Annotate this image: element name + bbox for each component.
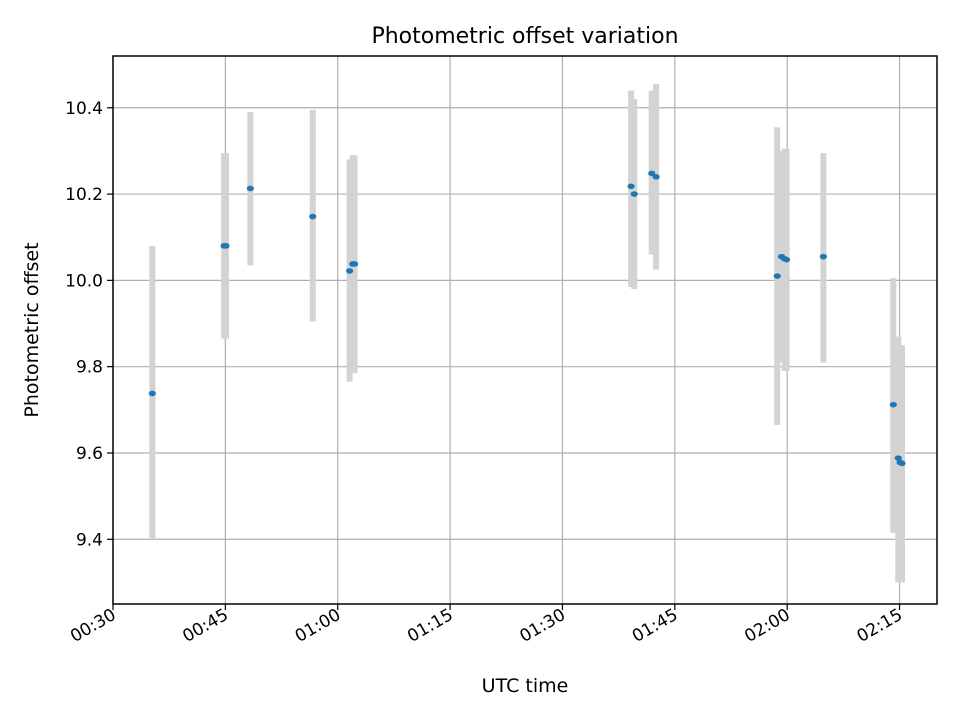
y-tick-label: 10.0	[65, 271, 103, 291]
y-tick-label: 9.6	[76, 444, 103, 464]
y-tick-label: 9.8	[76, 358, 103, 378]
y-axis-ticks: 9.4 9.6 9.8 10.0 10.2 10.4	[65, 99, 113, 550]
data-point	[894, 455, 902, 461]
data-point	[148, 390, 156, 397]
data-point	[627, 183, 635, 190]
data-point	[222, 243, 230, 249]
data-point	[782, 256, 791, 263]
data-point	[889, 401, 897, 408]
grid-lines	[112, 56, 937, 604]
y-axis-label: Photometric offset	[21, 242, 43, 417]
data-point	[652, 174, 660, 180]
data-point	[630, 191, 638, 197]
chart-title: Photometric offset variation	[371, 24, 678, 49]
y-tick-label: 10.2	[65, 185, 103, 205]
data-point	[345, 268, 354, 274]
data-point	[350, 261, 359, 267]
y-tick-label: 10.4	[65, 99, 103, 119]
y-tick-label: 9.4	[76, 530, 103, 550]
data-point	[819, 253, 827, 260]
data-point	[773, 273, 781, 279]
x-axis-label: UTC time	[482, 675, 569, 697]
data-point	[246, 185, 254, 192]
plot-frame	[112, 55, 938, 605]
data-point	[648, 170, 656, 177]
data-points	[148, 170, 906, 467]
data-point	[898, 460, 906, 467]
data-point	[309, 213, 317, 220]
